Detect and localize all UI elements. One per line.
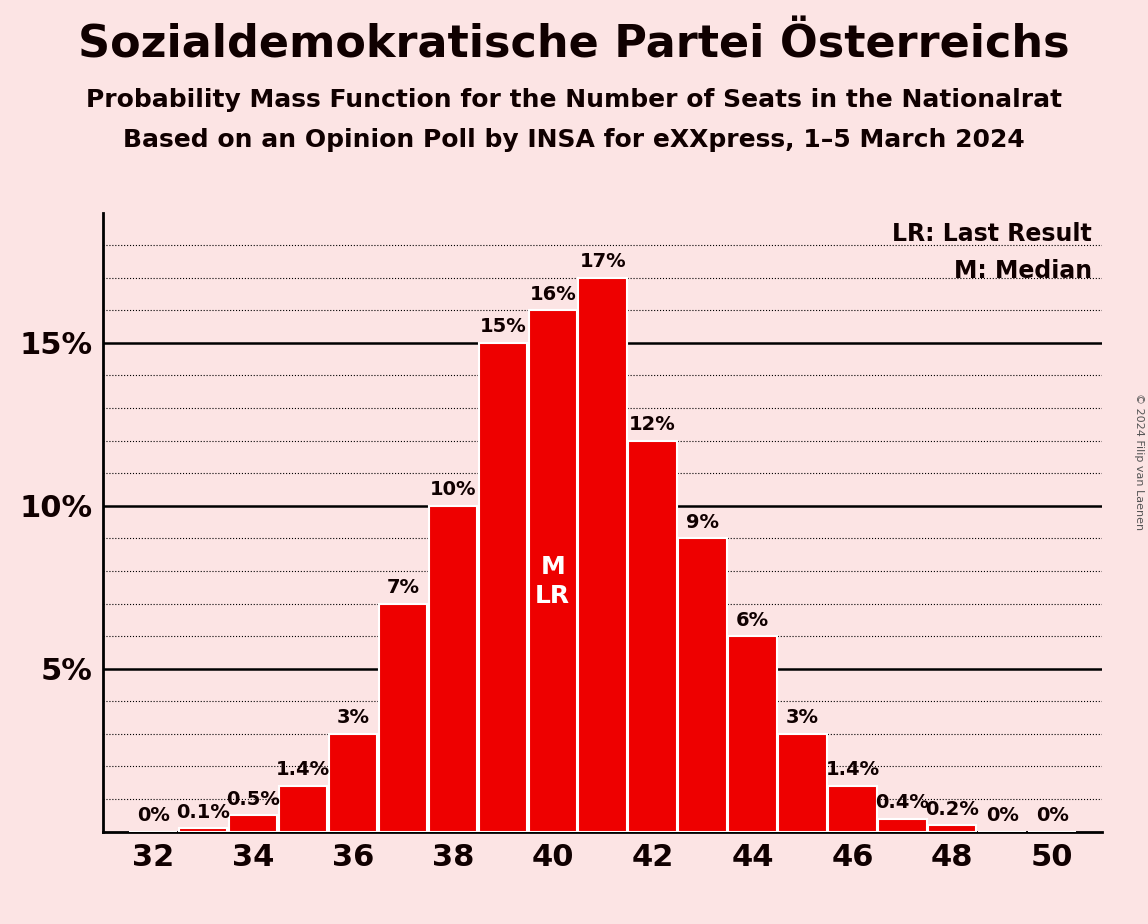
Text: 9%: 9% — [687, 513, 719, 532]
Text: Probability Mass Function for the Number of Seats in the Nationalrat: Probability Mass Function for the Number… — [86, 88, 1062, 112]
Text: M
LR: M LR — [535, 554, 571, 608]
Bar — [778, 734, 827, 832]
Bar — [479, 343, 527, 832]
Text: 15%: 15% — [480, 317, 526, 336]
Text: 0%: 0% — [1035, 806, 1069, 825]
Text: 7%: 7% — [387, 578, 419, 597]
Text: 1.4%: 1.4% — [276, 760, 331, 780]
Text: 3%: 3% — [336, 709, 370, 727]
Bar — [628, 441, 677, 832]
Bar — [579, 278, 627, 832]
Text: M: Median: M: Median — [954, 259, 1092, 283]
Bar — [528, 310, 577, 832]
Text: © 2024 Filip van Laenen: © 2024 Filip van Laenen — [1134, 394, 1143, 530]
Text: 3%: 3% — [786, 709, 819, 727]
Bar — [179, 828, 227, 832]
Text: 0.2%: 0.2% — [925, 799, 979, 819]
Text: Based on an Opinion Poll by INSA for eXXpress, 1–5 March 2024: Based on an Opinion Poll by INSA for eXX… — [123, 128, 1025, 152]
Text: 0.4%: 0.4% — [876, 793, 929, 812]
Bar — [878, 819, 926, 832]
Bar — [328, 734, 378, 832]
Bar — [928, 825, 977, 832]
Text: 0.1%: 0.1% — [177, 803, 230, 821]
Bar — [279, 786, 327, 832]
Text: 0.5%: 0.5% — [226, 790, 280, 808]
Text: 12%: 12% — [629, 415, 676, 434]
Text: 0%: 0% — [137, 806, 170, 825]
Text: LR: Last Result: LR: Last Result — [892, 222, 1092, 246]
Bar — [379, 603, 427, 832]
Text: Sozialdemokratische Partei Österreichs: Sozialdemokratische Partei Österreichs — [78, 23, 1070, 67]
Bar — [228, 815, 278, 832]
Text: 0%: 0% — [986, 806, 1018, 825]
Bar — [828, 786, 877, 832]
Bar — [678, 539, 727, 832]
Bar — [428, 505, 478, 832]
Text: 10%: 10% — [429, 480, 476, 499]
Text: 17%: 17% — [580, 252, 626, 271]
Text: 16%: 16% — [529, 285, 576, 304]
Text: 6%: 6% — [736, 611, 769, 629]
Bar — [728, 636, 777, 832]
Text: 1.4%: 1.4% — [825, 760, 879, 780]
